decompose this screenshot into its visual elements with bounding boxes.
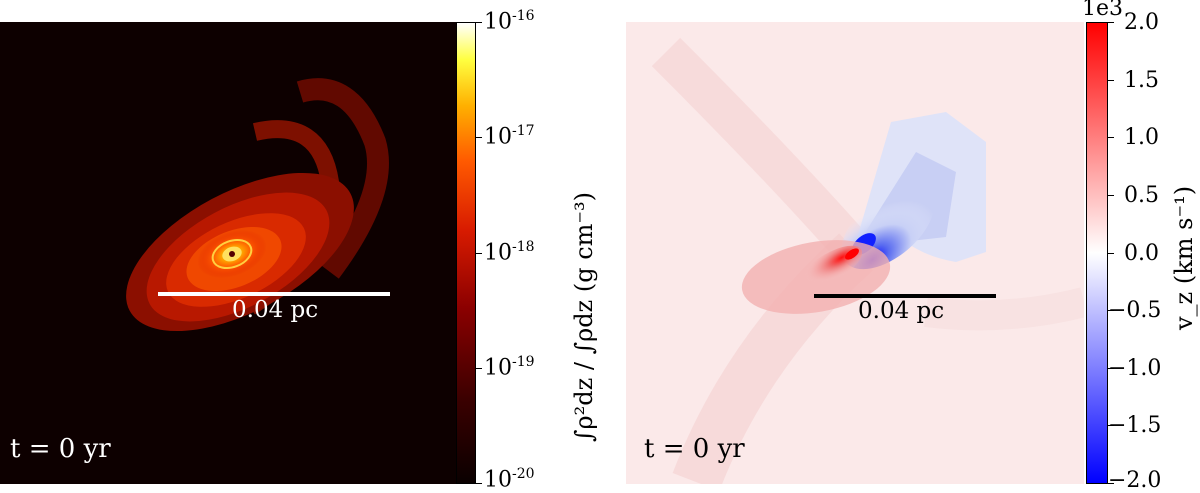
colorbar-tick-label: −1.0 <box>1108 356 1162 381</box>
colorbar-tick <box>1108 22 1114 23</box>
colorbar-tick-label: −2.0 <box>1108 468 1162 493</box>
colorbar-tick-label: −1.5 <box>1108 413 1162 438</box>
colorbar-tick <box>1108 368 1114 369</box>
scale-bar <box>158 292 390 296</box>
colorbar-tick-label: 10-16 <box>484 8 535 35</box>
density-colorbar <box>456 22 476 484</box>
scale-bar-label: 0.04 pc <box>232 297 319 323</box>
colorbar-tick <box>1108 80 1114 81</box>
colorbar-tick <box>1108 425 1114 426</box>
colorbar-tick <box>476 483 482 484</box>
density-map-panel: 0.04 pc t = 0 yr <box>0 22 456 484</box>
scale-bar-label: 0.04 pc <box>858 298 945 324</box>
colorbar-tick-label: 1.0 <box>1124 125 1159 150</box>
density-map-image <box>126 78 389 332</box>
colorbar-tick <box>476 22 482 23</box>
colorbar-offset-text: 1e3 <box>1082 0 1124 21</box>
colorbar-tick-label: −0.5 <box>1108 298 1162 323</box>
colorbar-tick-label: 1.5 <box>1124 68 1159 93</box>
colorbar-tick <box>1108 253 1114 254</box>
colorbar-tick-label: 10-18 <box>484 239 535 266</box>
scale-bar <box>814 294 996 298</box>
velocity-map-panel: 0.04 pc t = 0 yr <box>626 22 1084 484</box>
velocity-colorbar <box>1086 22 1108 484</box>
colorbar-tick-label: 2.0 <box>1124 10 1159 35</box>
colorbar-tick <box>1108 137 1114 138</box>
colorbar-tick-label: 0.5 <box>1124 183 1159 208</box>
colorbar-tick <box>1108 310 1114 311</box>
colorbar-tick <box>1108 483 1114 484</box>
time-label: t = 0 yr <box>644 434 745 464</box>
colorbar-tick-label: 10-20 <box>484 466 535 493</box>
colorbar-tick-label: 10-17 <box>484 123 535 150</box>
time-label: t = 0 yr <box>10 434 111 464</box>
colorbar-tick <box>476 253 482 254</box>
colorbar-tick <box>1108 195 1114 196</box>
colorbar-tick <box>476 368 482 369</box>
velocity-map-image <box>651 37 1084 484</box>
colorbar-tick <box>476 137 482 138</box>
velocity-colorbar-label: v_z (km s⁻¹) <box>1170 185 1198 330</box>
colorbar-tick-label: 10-19 <box>484 354 535 381</box>
colorbar-tick-label: 0.0 <box>1124 241 1159 266</box>
density-colorbar-label: ∫ρ²dz / ∫ρdz (g cm⁻³) <box>570 191 598 442</box>
